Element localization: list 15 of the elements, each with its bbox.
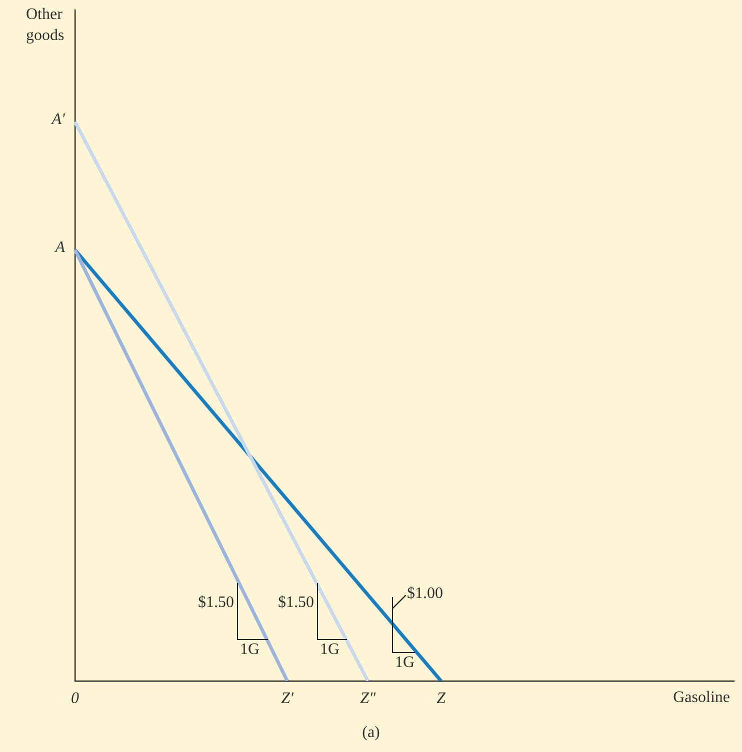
x-tick-label: Z″ xyxy=(360,690,376,707)
annotation: $1.00 xyxy=(407,585,443,603)
annotation: A′ xyxy=(52,110,65,129)
annotation: A xyxy=(55,238,65,257)
annotation: $1.50 xyxy=(278,594,314,612)
x-tick-label: 0 xyxy=(71,690,79,707)
annotation: $1.50 xyxy=(198,594,234,612)
x-tick-label: Z′ xyxy=(281,690,294,707)
x-tick-label: Z xyxy=(436,690,447,707)
annotation: 1G xyxy=(395,654,415,672)
annotation: 1G xyxy=(240,641,260,659)
annotation: 1G xyxy=(320,641,340,659)
x-axis-title: Gasoline xyxy=(673,689,730,707)
text: (a) xyxy=(361,724,381,742)
y-axis-title: Other goods xyxy=(26,5,66,46)
